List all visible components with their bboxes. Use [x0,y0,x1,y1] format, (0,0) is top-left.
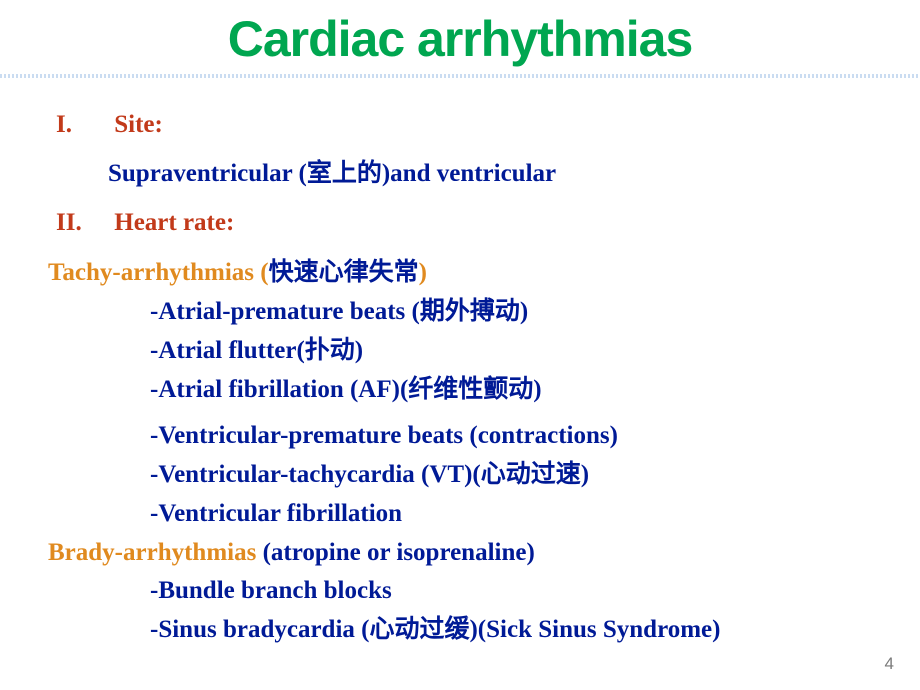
brady-item-text: -Sinus bradycardia (心动过缓)(Sick Sinus Syn… [150,616,720,643]
brady-item: -Bundle branch blocks [48,572,872,611]
brady-header: Brady-arrhythmias (atropine or isoprenal… [48,534,872,573]
site-label: Site: [114,111,163,138]
tachy-item: -Ventricular-premature beats (contractio… [48,417,872,456]
tachy-item-text: -Ventricular-tachycardia (VT)(心动过速) [150,461,589,488]
tachy-item-text: -Atrial-premature beats (期外搏动) [150,298,528,325]
tachy-item-text: -Ventricular-premature beats (contractio… [150,422,618,449]
heartrate-label: Heart rate: [114,209,234,236]
brady-b: (atropine or isoprenaline) [256,539,534,566]
tachy-item-text: -Ventricular fibrillation [150,500,402,527]
brady-item-text: -Bundle branch blocks [150,577,392,604]
title-text: Cardiac arrhythmias [228,11,693,67]
tachy-item: -Atrial-premature beats (期外搏动) [48,293,872,332]
roman-ii: II. [56,204,108,243]
tachy-item: -Atrial flutter(扑动) [48,332,872,371]
tachy-a: Tachy-arrhythmias ( [48,259,269,286]
tachy-item-text: -Atrial flutter(扑动) [150,337,363,364]
brady-a: Brady-arrhythmias [48,539,256,566]
section-site-header: I. Site: [48,106,872,145]
page-number: 4 [885,654,894,674]
slide-title: Cardiac arrhythmias [0,0,920,68]
roman-i: I. [56,106,108,145]
site-text: Supraventricular (室上的)and ventricular [108,160,556,187]
tachy-header: Tachy-arrhythmias (快速心律失常) [48,254,872,293]
tachy-c: ) [419,259,427,286]
slide-content: I. Site: Supraventricular (室上的)and ventr… [0,78,920,650]
section-heartrate-header: II. Heart rate: [48,204,872,243]
title-divider [0,74,920,78]
tachy-item: -Ventricular-tachycardia (VT)(心动过速) [48,456,872,495]
brady-item: -Sinus bradycardia (心动过缓)(Sick Sinus Syn… [48,611,872,650]
tachy-b: 快速心律失常 [269,259,419,286]
tachy-item-text: -Atrial fibrillation (AF)(纤维性颤动) [150,376,542,403]
tachy-item: -Atrial fibrillation (AF)(纤维性颤动) [48,371,872,410]
site-line: Supraventricular (室上的)and ventricular [48,155,872,194]
tachy-item: -Ventricular fibrillation [48,495,872,534]
